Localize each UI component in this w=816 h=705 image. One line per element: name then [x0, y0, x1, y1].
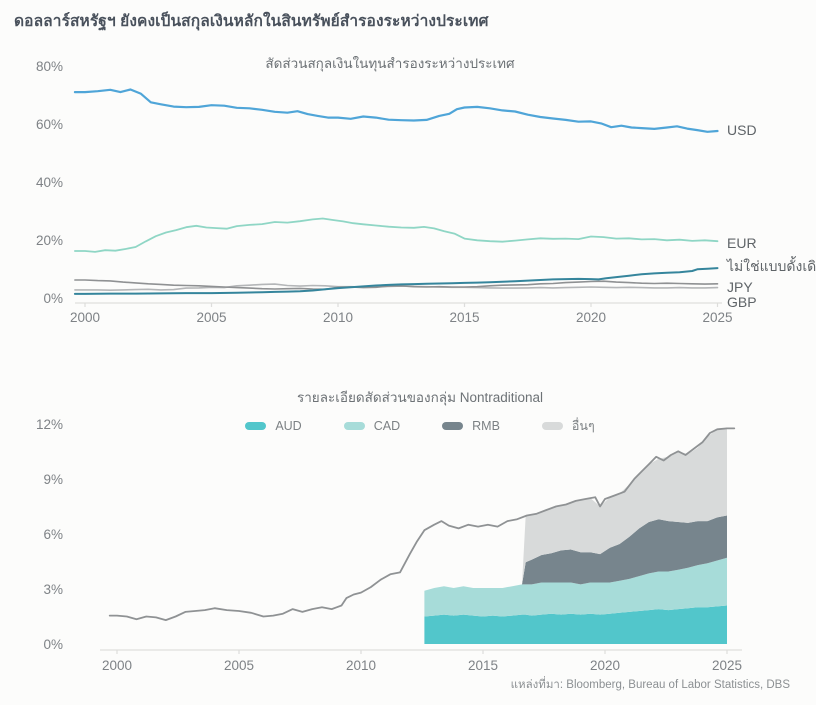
- legend-item-อื่นๆ: อื่นๆ: [541, 416, 595, 436]
- x-tick-label: 2010: [323, 310, 353, 325]
- series-line-USD: [73, 88, 719, 133]
- series-line-nontraditional-total: [108, 427, 736, 621]
- x-tick-label: 2010: [346, 658, 376, 673]
- x-tick-label: 2000: [70, 310, 100, 325]
- bottom-chart-title: รายละเอียดสัดส่วนของกลุ่ม Nontraditional: [296, 390, 544, 405]
- x-tick-label: 2000: [102, 658, 132, 673]
- area-อื่นๆ: [424, 428, 727, 591]
- y-tick-label: 3%: [43, 582, 63, 597]
- legend-label-อื่นๆ: อื่นๆ: [571, 419, 595, 433]
- series-line-NONTRAD: [73, 267, 719, 295]
- legend-item-CAD: CAD: [343, 419, 401, 433]
- y-tick-label: 6%: [43, 527, 63, 542]
- series-line-JPY: [74, 279, 719, 291]
- bottom-chart-legend: AUD CAD RMB อื่นๆ: [60, 416, 780, 436]
- y-tick-label: 9%: [43, 472, 63, 487]
- legend-item-RMB: RMB: [442, 419, 500, 433]
- y-tick-label: 40%: [36, 175, 63, 190]
- area-AUD: [424, 605, 727, 644]
- line-label-NONTRAD: ไม่ใช่แบบดั้งเดิม: [727, 258, 816, 275]
- y-tick-label: 12%: [36, 417, 63, 432]
- top-chart-title: สัดส่วนสกุลเงินในทุนสำรองระหว่างประเทศ: [265, 56, 515, 71]
- x-tick-label: 2025: [702, 310, 732, 325]
- legend-label-RMB: RMB: [472, 419, 500, 433]
- area-CAD: [424, 557, 727, 617]
- legend-item-AUD: AUD: [245, 419, 302, 433]
- source-note: แหล่งที่มา: Bloomberg, Bureau of Labor S…: [510, 679, 790, 691]
- line-label-JPY: JPY: [727, 278, 753, 295]
- x-tick-label: 2020: [590, 658, 620, 673]
- y-tick-label: 60%: [36, 117, 63, 132]
- y-tick-label: 0%: [43, 637, 63, 652]
- y-tick-label: 20%: [36, 233, 63, 248]
- x-tick-label: 2005: [224, 658, 254, 673]
- legend-swatch-CAD: [343, 422, 365, 430]
- legend-swatch-อื่นๆ: [541, 422, 563, 430]
- x-tick-label: 2005: [196, 310, 226, 325]
- legend-swatch-AUD: [245, 422, 267, 430]
- line-label-GBP: GBP: [727, 293, 757, 310]
- x-tick-label: 2025: [712, 658, 742, 673]
- y-tick-label: 0%: [43, 291, 63, 306]
- series-line-EUR: [74, 217, 719, 253]
- x-tick-label: 2020: [576, 310, 606, 325]
- legend-label-AUD: AUD: [275, 419, 302, 433]
- x-tick-label: 2015: [468, 658, 498, 673]
- legend-label-CAD: CAD: [373, 419, 401, 433]
- page-title: ดอลลาร์สหรัฐฯ ยังคงเป็นสกุลเงินหลักในสิน…: [14, 13, 489, 30]
- y-tick-label: 80%: [36, 59, 63, 74]
- x-tick-label: 2015: [449, 310, 479, 325]
- legend-swatch-RMB: [442, 422, 464, 430]
- line-label-USD: USD: [727, 121, 757, 138]
- area-RMB: [424, 515, 727, 591]
- line-label-EUR: EUR: [727, 235, 757, 252]
